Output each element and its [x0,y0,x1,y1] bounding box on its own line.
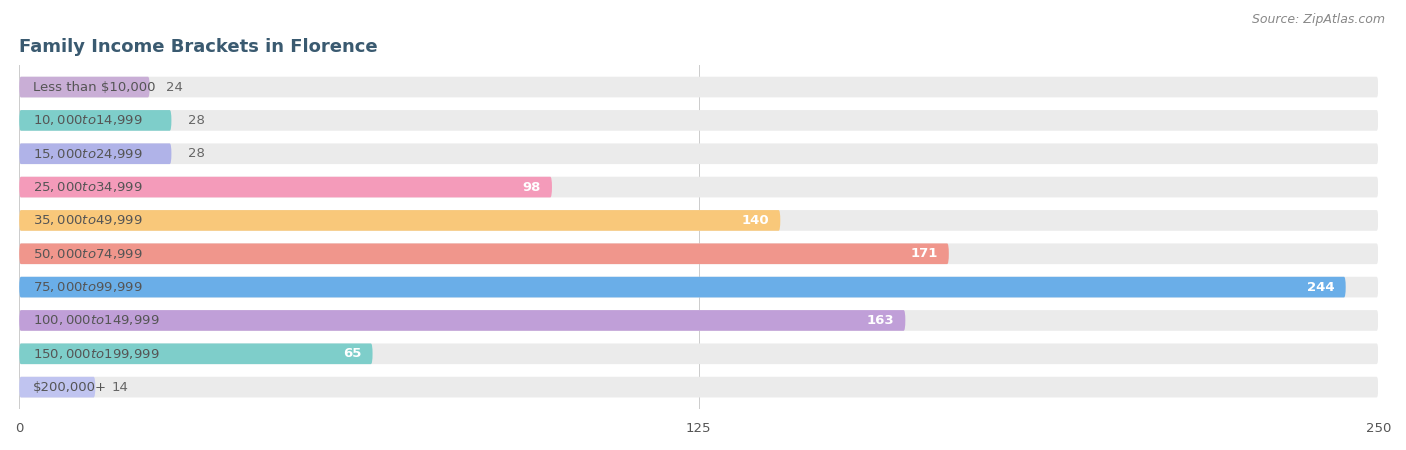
FancyBboxPatch shape [20,110,1378,131]
Text: Less than $10,000: Less than $10,000 [32,81,155,94]
Text: $35,000 to $49,999: $35,000 to $49,999 [32,213,142,227]
FancyBboxPatch shape [20,277,1378,297]
FancyBboxPatch shape [20,310,905,331]
FancyBboxPatch shape [20,343,1378,364]
Text: $10,000 to $14,999: $10,000 to $14,999 [32,113,142,127]
Text: $15,000 to $24,999: $15,000 to $24,999 [32,147,142,161]
Text: 28: 28 [188,114,205,127]
FancyBboxPatch shape [20,177,1378,198]
FancyBboxPatch shape [20,377,1378,397]
Text: $75,000 to $99,999: $75,000 to $99,999 [32,280,142,294]
FancyBboxPatch shape [20,210,1378,231]
FancyBboxPatch shape [20,277,1346,297]
Text: 171: 171 [911,247,938,260]
Text: 24: 24 [166,81,183,94]
Text: 28: 28 [188,147,205,160]
Text: 244: 244 [1308,281,1334,293]
Text: Source: ZipAtlas.com: Source: ZipAtlas.com [1251,14,1385,27]
FancyBboxPatch shape [20,310,1378,331]
Text: $150,000 to $199,999: $150,000 to $199,999 [32,347,159,361]
FancyBboxPatch shape [20,76,149,97]
Text: 163: 163 [868,314,894,327]
Text: 65: 65 [343,347,361,360]
FancyBboxPatch shape [20,177,553,198]
FancyBboxPatch shape [20,243,1378,264]
Text: 14: 14 [111,381,128,394]
Text: $200,000+: $200,000+ [32,381,107,394]
FancyBboxPatch shape [20,243,949,264]
FancyBboxPatch shape [20,377,96,397]
FancyBboxPatch shape [20,144,1378,164]
Text: 140: 140 [742,214,769,227]
FancyBboxPatch shape [20,144,172,164]
Text: Family Income Brackets in Florence: Family Income Brackets in Florence [20,37,378,55]
FancyBboxPatch shape [20,343,373,364]
Text: $25,000 to $34,999: $25,000 to $34,999 [32,180,142,194]
FancyBboxPatch shape [20,210,780,231]
Text: $50,000 to $74,999: $50,000 to $74,999 [32,247,142,261]
Text: $100,000 to $149,999: $100,000 to $149,999 [32,314,159,328]
Text: 98: 98 [523,180,541,194]
FancyBboxPatch shape [20,110,172,131]
FancyBboxPatch shape [20,76,1378,97]
